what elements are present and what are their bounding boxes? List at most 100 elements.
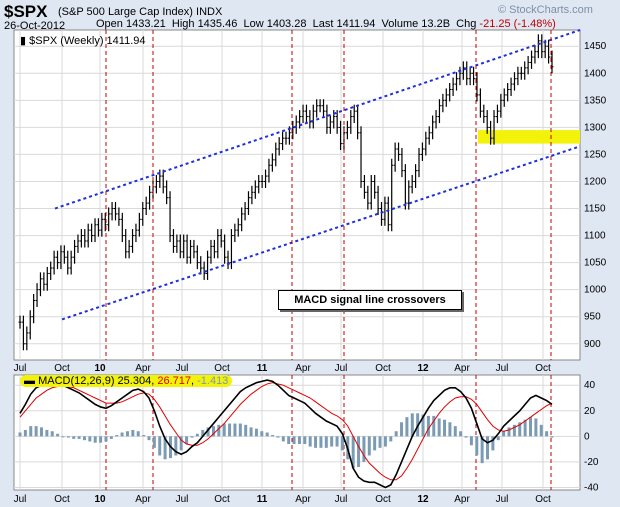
quote-date: 26-Oct-2012 bbox=[4, 20, 66, 32]
macd-histogram-bar bbox=[437, 418, 441, 437]
macd-histogram-bar bbox=[373, 436, 377, 451]
low-value: 1403.28 bbox=[266, 18, 307, 30]
macd-histogram-bar bbox=[190, 436, 194, 438]
ohlc-readout: Open 1433.21 High 1435.46 Low 1403.28 La… bbox=[96, 18, 556, 30]
price-x-tick: 12 bbox=[417, 363, 429, 374]
macd-histogram-bar bbox=[448, 422, 452, 437]
open-value: 1433.21 bbox=[125, 18, 166, 30]
macd-y-tick: -40 bbox=[584, 482, 599, 493]
macd-histogram-bar bbox=[523, 419, 527, 437]
macd-histogram-bar bbox=[314, 436, 318, 448]
signal-line bbox=[19, 382, 553, 481]
macd-histogram-bar bbox=[281, 436, 285, 442]
macd-x-tick: Jul bbox=[496, 494, 509, 505]
price-y-tick: 1350 bbox=[584, 95, 607, 106]
price-y-tick: 1150 bbox=[584, 204, 606, 215]
macd-x-tick: Apr bbox=[295, 494, 311, 505]
macd-histogram-bar bbox=[378, 436, 382, 448]
macd-histogram-bar bbox=[104, 436, 108, 442]
macd-histogram-bar bbox=[410, 413, 414, 437]
watermark: © StockCharts.com bbox=[498, 4, 593, 16]
price-x-tick: Oct bbox=[535, 363, 551, 374]
macd-histogram-bar bbox=[292, 436, 296, 444]
macd-histogram-bar bbox=[93, 436, 97, 443]
macd-histogram-bar bbox=[480, 436, 484, 464]
price-x-tick: Jul bbox=[14, 363, 27, 374]
macd-histogram-bar bbox=[179, 436, 183, 451]
macd-x-tick: 10 bbox=[94, 494, 106, 505]
macd-histogram-bar bbox=[50, 431, 54, 437]
high-label: High bbox=[171, 18, 195, 30]
macd-histogram-bar bbox=[88, 436, 92, 442]
macd-legend-icon: ▬ bbox=[24, 375, 35, 387]
macd-x-tick: Oct bbox=[375, 494, 391, 505]
price-y-tick: 1400 bbox=[584, 68, 607, 79]
macd-histogram-bar bbox=[421, 414, 425, 437]
macd-histogram-bar bbox=[233, 423, 237, 437]
macd-histogram-bar bbox=[319, 436, 323, 448]
macd-histogram-bar bbox=[469, 436, 473, 446]
chg-label: Chg bbox=[456, 18, 477, 30]
price-x-tick: Oct bbox=[214, 363, 230, 374]
macd-histogram-bar bbox=[475, 436, 479, 456]
macd-histogram-bar bbox=[120, 432, 124, 437]
price-y-tick: 1100 bbox=[584, 231, 606, 242]
price-x-tick: 10 bbox=[94, 363, 106, 374]
macd-histogram-bar bbox=[324, 436, 328, 448]
macd-y-tick: -20 bbox=[584, 457, 599, 468]
price-y-tick: 900 bbox=[584, 339, 601, 350]
macd-x-tick: Jul bbox=[335, 494, 348, 505]
price-x-tick: Apr bbox=[135, 363, 151, 374]
macd-histogram-bar bbox=[249, 427, 253, 437]
macd-histogram-bar bbox=[152, 436, 156, 448]
price-legend-text: $SPX (Weekly) 1411.94 bbox=[29, 35, 146, 47]
macd-x-tick: Oct bbox=[214, 494, 230, 505]
macd-histogram-bar bbox=[357, 436, 361, 467]
symbol-description: (S&P 500 Large Cap Index) INDX bbox=[58, 6, 222, 18]
macd-x-tick: Apr bbox=[135, 494, 151, 505]
macd-histogram-bar bbox=[308, 436, 312, 447]
symbol: $SPX bbox=[4, 2, 48, 21]
volume-value: 13.2B bbox=[421, 18, 451, 30]
macd-histogram-bar bbox=[271, 435, 275, 437]
macd-histogram-bar bbox=[23, 429, 27, 437]
macd-x-tick: Jul bbox=[14, 494, 27, 505]
macd-histogram-bar bbox=[228, 423, 232, 437]
macd-histogram-bar bbox=[351, 436, 355, 469]
macd-x-tick: Apr bbox=[454, 494, 470, 505]
macd-histogram-bar bbox=[453, 426, 457, 437]
macd-histogram-bar bbox=[276, 436, 280, 438]
price-legend: ▮ $SPX (Weekly) 1411.94 bbox=[20, 34, 146, 47]
price-x-tick: Oct bbox=[375, 363, 391, 374]
hist-legend-value: -1.413 bbox=[197, 375, 229, 387]
price-y-tick: 950 bbox=[584, 312, 601, 323]
macd-histogram-bar bbox=[147, 436, 151, 441]
price-y-tick: 1050 bbox=[584, 258, 607, 269]
macd-histogram-bar bbox=[34, 426, 38, 437]
macd-histogram-bar bbox=[432, 415, 436, 437]
annotation-box: MACD signal line crossovers bbox=[278, 290, 462, 310]
price-x-tick: Apr bbox=[295, 363, 311, 374]
macd-histogram-bar bbox=[400, 422, 404, 437]
macd-histogram-bar bbox=[195, 433, 199, 437]
support-highlight-zone bbox=[478, 130, 580, 144]
macd-histogram-bar bbox=[99, 436, 103, 443]
macd-line bbox=[19, 379, 553, 489]
macd-histogram-bar bbox=[405, 417, 409, 437]
macd-histogram-bar bbox=[72, 436, 76, 439]
macd-histogram-bar bbox=[115, 435, 119, 437]
macd-histogram-bar bbox=[61, 436, 65, 438]
macd-x-tick: 11 bbox=[257, 494, 268, 505]
high-value: 1435.46 bbox=[197, 18, 238, 30]
macd-histogram-bar bbox=[125, 431, 129, 437]
macd-y-tick: 20 bbox=[584, 406, 596, 417]
volume-label: Volume bbox=[381, 18, 419, 30]
macd-histogram-bar bbox=[56, 433, 60, 437]
macd-histogram-bar bbox=[502, 431, 506, 437]
macd-histogram-bar bbox=[443, 419, 447, 437]
price-x-tick: Oct bbox=[54, 363, 70, 374]
price-x-tick: Jul bbox=[335, 363, 348, 374]
price-x-tick: 11 bbox=[257, 363, 268, 374]
signal-legend-value: 26.717 bbox=[157, 375, 191, 387]
